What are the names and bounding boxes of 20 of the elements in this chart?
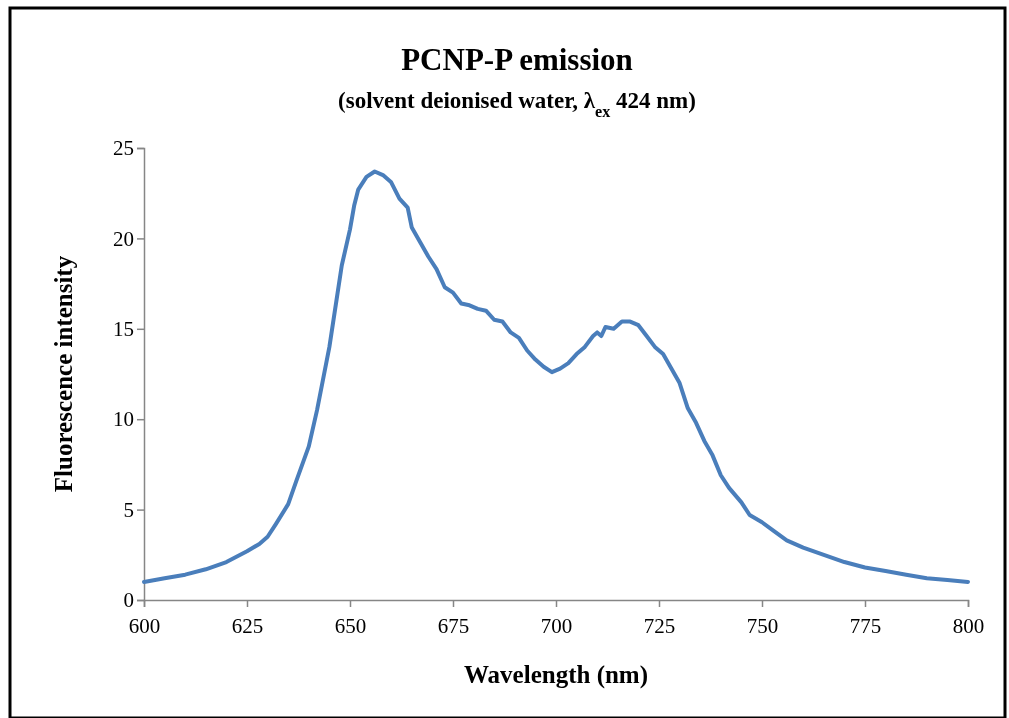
y-tick-label: 5 xyxy=(123,497,134,522)
x-tick-label: 800 xyxy=(952,614,985,639)
x-tick-label: 750 xyxy=(746,614,779,639)
x-tick-label: 675 xyxy=(437,614,470,639)
x-tick-label: 775 xyxy=(849,614,882,639)
y-tick-label: 10 xyxy=(113,407,134,432)
line-series xyxy=(142,169,970,584)
x-tick-label: 600 xyxy=(128,614,161,639)
y-tick-label: 15 xyxy=(113,317,134,342)
y-tick-label: 0 xyxy=(123,588,134,613)
chart-subtitle: (solvent deionised water, λ$_{ex}$ 424 nm) xyxy=(338,88,696,120)
x-tick-label: 625 xyxy=(231,614,264,639)
x-tick-label: 700 xyxy=(540,614,573,639)
x-tick-label: 725 xyxy=(643,614,676,639)
x-tick-label: 650 xyxy=(334,614,367,639)
y-tick-label: 25 xyxy=(113,136,134,161)
chart-title: PCNP-P emission xyxy=(401,42,633,77)
y-tick-label: 20 xyxy=(113,226,134,251)
y-axis-title: Fluorescence intensity xyxy=(50,255,77,493)
x-axis-title: Wavelength (nm) xyxy=(463,661,649,689)
